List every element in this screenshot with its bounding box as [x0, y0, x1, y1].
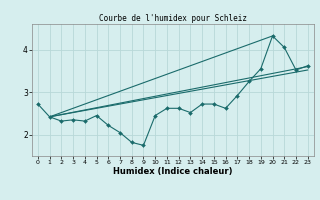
Title: Courbe de l'humidex pour Schleiz: Courbe de l'humidex pour Schleiz	[99, 14, 247, 23]
X-axis label: Humidex (Indice chaleur): Humidex (Indice chaleur)	[113, 167, 233, 176]
